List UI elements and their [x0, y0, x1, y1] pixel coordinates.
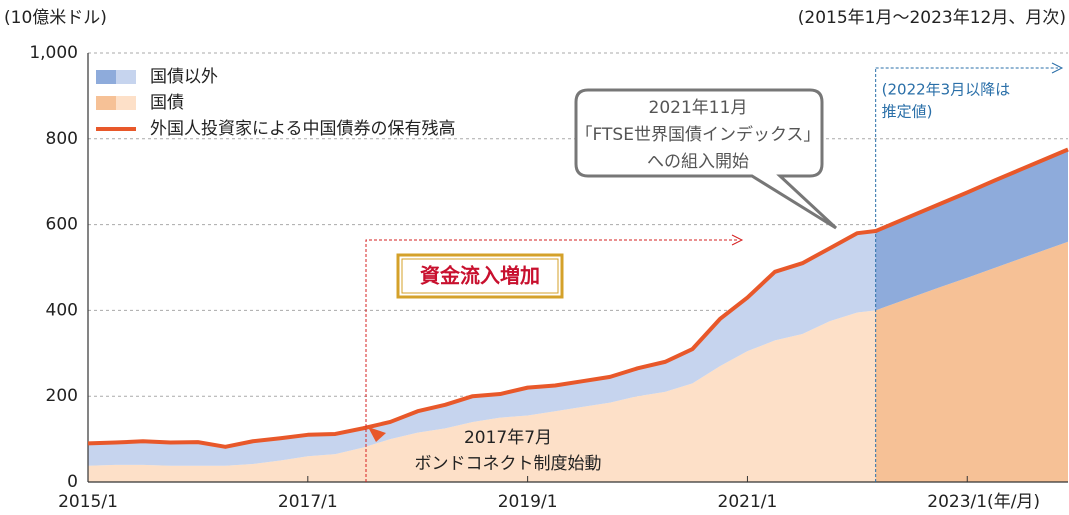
inflow-label: 資金流入増加 [420, 264, 540, 288]
callout-text: 2021年11月 [649, 98, 748, 118]
area [875, 149, 1068, 311]
legend-label: 国債 [150, 93, 184, 113]
y-tick-label: 800 [46, 129, 78, 149]
arrow-head [731, 234, 744, 246]
line [87, 147, 1069, 449]
y-tick-label: 600 [46, 215, 78, 235]
bond-connect-note: 2017年7月 [464, 428, 552, 448]
bond-connect-arrow [368, 427, 386, 442]
inflow-box-inner [401, 258, 559, 294]
x-tick-label: 2021/1 [718, 492, 778, 512]
legend-label: 外国人投資家による中国債券の保有残高 [150, 119, 456, 139]
y-tick-label: 1,000 [29, 43, 78, 63]
unit-label: (10億米ドル) [4, 8, 107, 28]
x-tick-label: 2015/1 [58, 492, 118, 512]
callout [574, 88, 838, 230]
area [88, 310, 876, 482]
legend-swatch [116, 96, 136, 110]
x-tick-label: 2017/1 [278, 492, 338, 512]
area [875, 241, 1068, 482]
y-tick-label: 400 [46, 300, 78, 320]
y-tick-label: 0 [67, 472, 78, 492]
x-tick-label: 2023/1(年/月) [927, 492, 1040, 512]
callout-text: への組入開始 [647, 152, 749, 172]
inflow-box [396, 253, 564, 299]
period-label: (2015年1月～2023年12月、月次) [798, 8, 1066, 28]
y-tick-label: 200 [46, 386, 78, 406]
bond-connect-note: ボンドコネクト制度始動 [415, 454, 602, 474]
x-tick-label: 2019/1 [498, 492, 558, 512]
legend-swatch [96, 96, 116, 110]
legend-label: 国債以外 [150, 67, 218, 87]
estimate-note: (2022年3月以降は [882, 81, 1011, 99]
callout-text: 「FTSE世界国債インデックス」 [576, 124, 821, 145]
inflow-arrow [365, 239, 738, 482]
arrow-head [1051, 62, 1064, 74]
estimate-note: 推定値) [882, 103, 933, 121]
area [88, 231, 876, 466]
legend-swatch [96, 70, 116, 84]
legend-swatch [116, 70, 136, 84]
